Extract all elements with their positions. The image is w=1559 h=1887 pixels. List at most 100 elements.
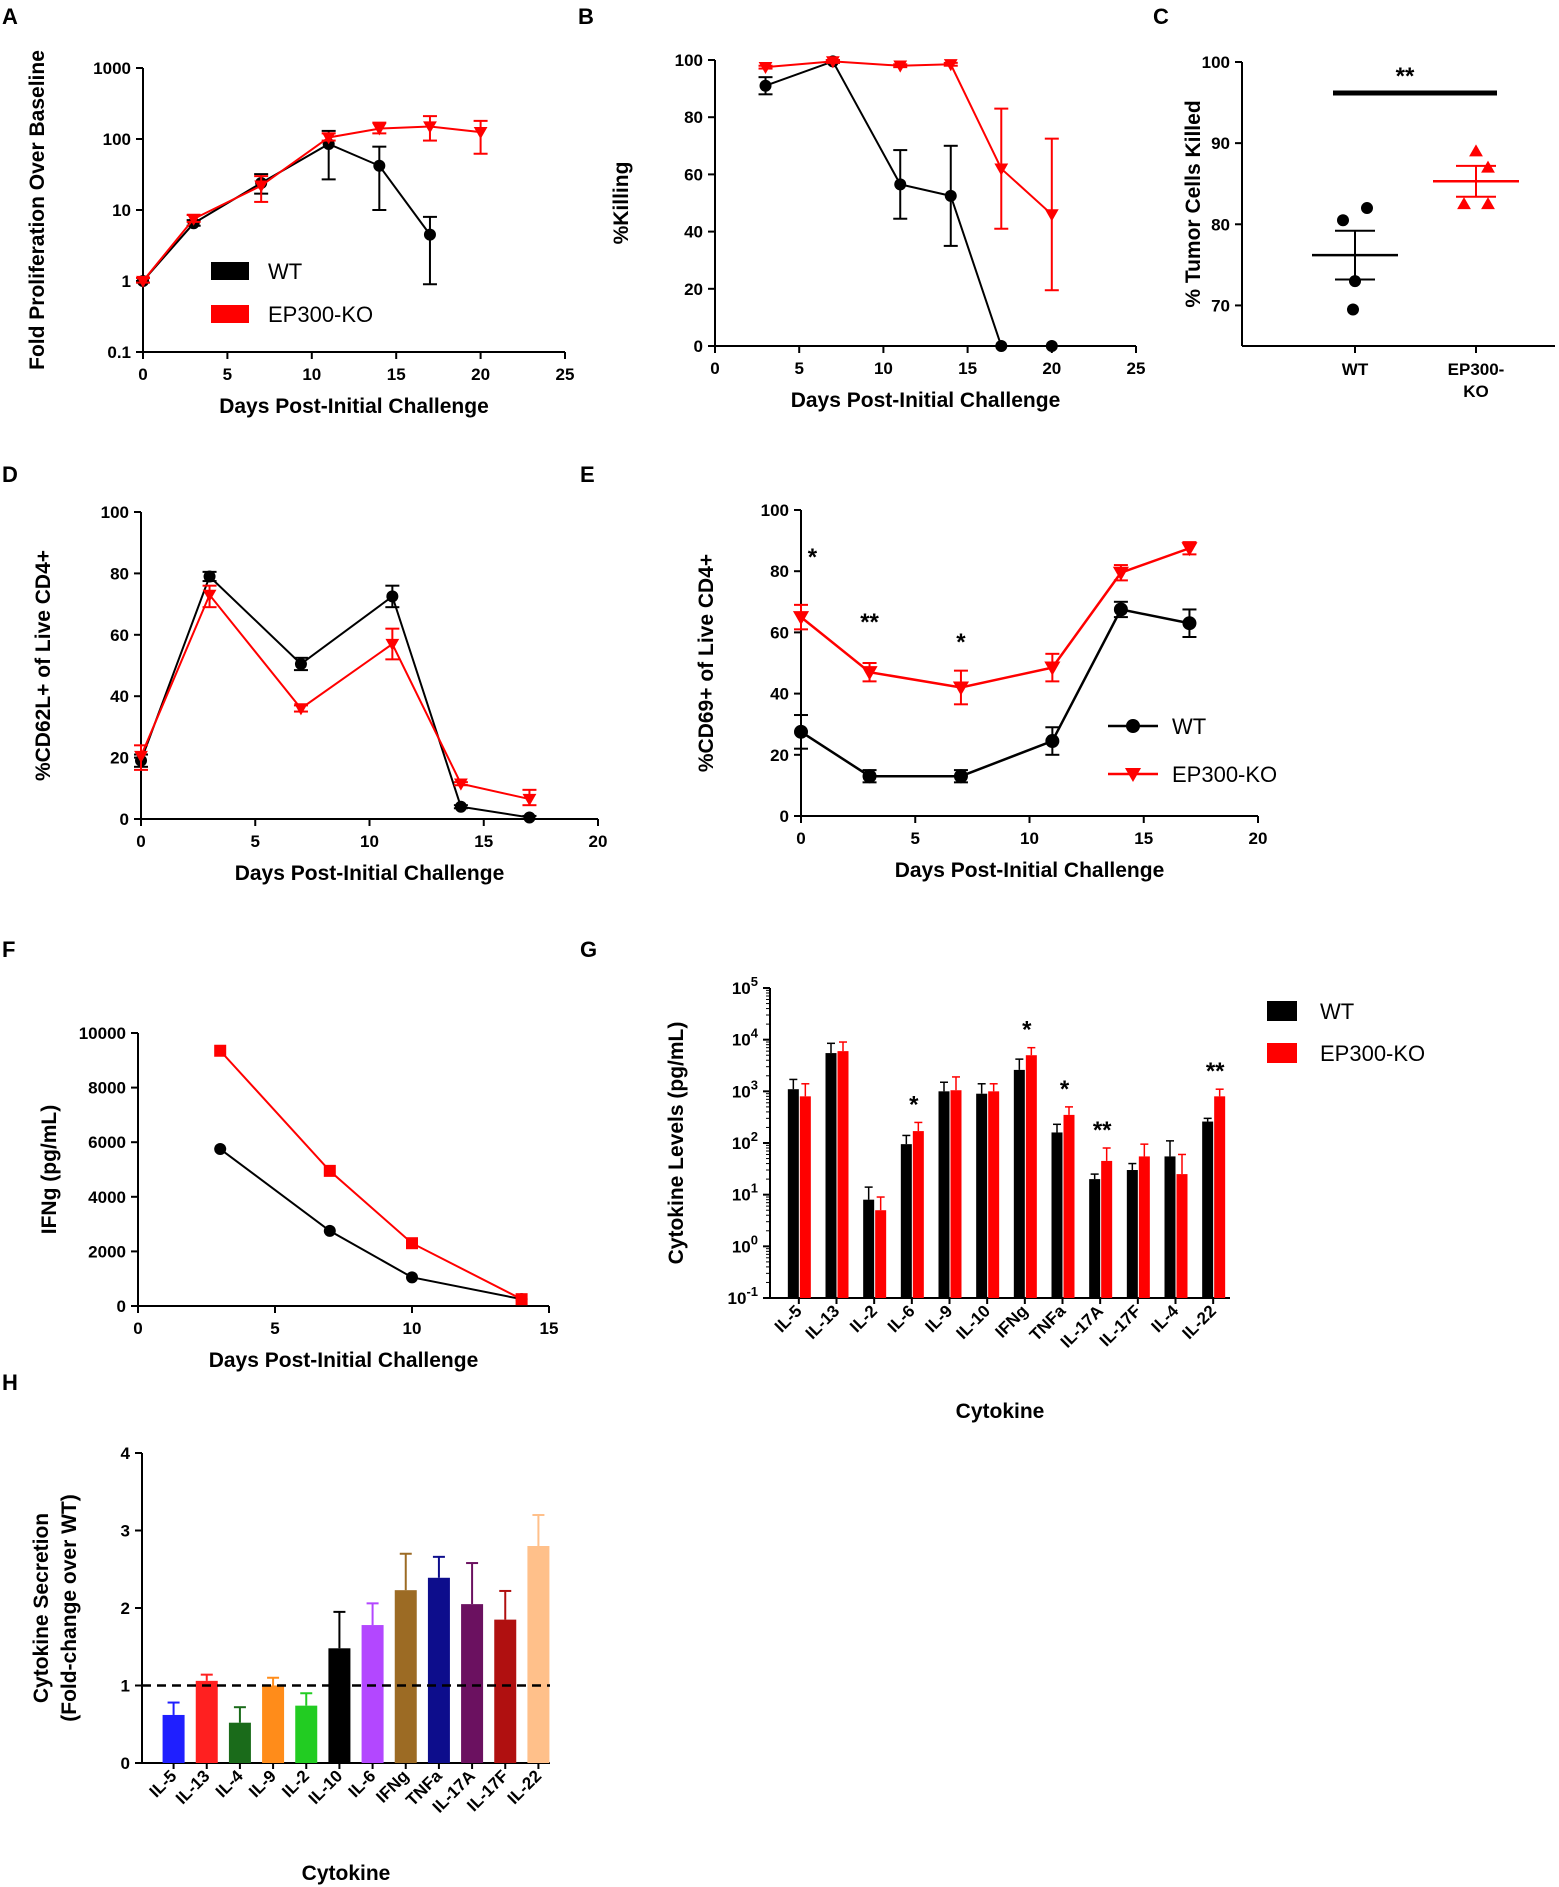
x-tick-label: 15 bbox=[387, 365, 406, 384]
data-point-ko bbox=[893, 60, 908, 73]
y-tick-label: 4 bbox=[121, 1444, 131, 1463]
data-point-ko bbox=[473, 126, 488, 140]
legend-label-ko: EP300-KO bbox=[268, 302, 373, 327]
bar bbox=[361, 1625, 384, 1763]
y-tick-label: 1000 bbox=[93, 59, 131, 78]
x-axis-title: Days Post-Initial Challenge bbox=[791, 389, 1061, 412]
x-tick-label: 15 bbox=[1134, 829, 1153, 848]
data-point-wt bbox=[1113, 602, 1128, 617]
category-label: IL-9 bbox=[245, 1766, 280, 1801]
significance-mark: * bbox=[808, 544, 818, 571]
y-tick-label: 100 bbox=[732, 1232, 758, 1256]
y-tick-label: 100 bbox=[101, 503, 129, 522]
y-tick-label: 0 bbox=[694, 337, 703, 356]
data-point-ko bbox=[792, 611, 810, 626]
significance-mark: ** bbox=[1396, 63, 1415, 90]
data-point-ko bbox=[214, 1044, 227, 1057]
series-line-wt bbox=[219, 1148, 522, 1301]
data-point-wt bbox=[406, 1271, 418, 1284]
data-point-ko bbox=[385, 638, 400, 651]
data-point-wt bbox=[1347, 303, 1359, 316]
data-point-ko bbox=[861, 666, 878, 681]
data-point-ko bbox=[321, 132, 336, 145]
bar-ko bbox=[950, 1090, 962, 1298]
y-tick-label: 104 bbox=[732, 1026, 759, 1050]
data-point-wt bbox=[1045, 340, 1058, 352]
category-label: IL-13 bbox=[802, 1301, 843, 1342]
y-tick-label: 40 bbox=[684, 223, 703, 242]
data-point-wt bbox=[995, 340, 1008, 352]
data-point-ko bbox=[254, 180, 269, 193]
data-point-ko bbox=[202, 589, 217, 602]
data-point-wt bbox=[944, 189, 957, 202]
series-line-ko bbox=[140, 592, 530, 801]
data-point-ko bbox=[454, 778, 468, 791]
data-point-ko bbox=[1457, 197, 1471, 210]
legend-label-wt: WT bbox=[1320, 999, 1354, 1024]
data-point-wt bbox=[1337, 214, 1349, 227]
x-tick-label: 10 bbox=[1020, 829, 1039, 848]
bar-ko bbox=[837, 1051, 849, 1298]
category-label: KO bbox=[1463, 382, 1489, 401]
y-tick-label: 1 bbox=[122, 272, 131, 291]
bar-ko bbox=[912, 1131, 924, 1298]
data-point-wt bbox=[794, 724, 808, 739]
y-axis-title: % Tumor Cells Killed bbox=[1182, 100, 1205, 307]
category-label: IL-2 bbox=[846, 1301, 881, 1336]
panel-a-proliferation-chart: 0.1 1 10 100 1000 0 5 10 15 20 25 Days Post-Initial… bbox=[26, 50, 574, 418]
bar-ko bbox=[1138, 1156, 1150, 1298]
bar-wt bbox=[825, 1053, 837, 1298]
significance-mark: ** bbox=[1206, 1058, 1225, 1085]
bar bbox=[494, 1619, 517, 1763]
category-label: IL-17F bbox=[1096, 1301, 1145, 1350]
x-axis-title: Cytokine bbox=[302, 1862, 391, 1885]
x-axis-title: Cytokine bbox=[956, 1400, 1045, 1423]
series-line-wt bbox=[142, 142, 431, 282]
data-point-ko bbox=[758, 61, 773, 75]
data-point-wt bbox=[1361, 202, 1373, 215]
bar-wt bbox=[863, 1199, 875, 1298]
y-tick-label: 10000 bbox=[79, 1024, 126, 1043]
data-point-wt bbox=[759, 79, 772, 92]
x-tick-label: 5 bbox=[251, 832, 260, 851]
y-tick-label: 103 bbox=[732, 1077, 758, 1101]
panel-letter-e: E bbox=[580, 462, 595, 487]
x-tick-label: 20 bbox=[589, 832, 608, 851]
panel-e-cd69-chart: 0 20 40 60 80 100 0 5 10 15 20 Days Post-Initial Ch… bbox=[695, 501, 1277, 882]
bar-wt bbox=[1164, 1156, 1176, 1298]
y-axis-title: IFNg (pg/mL) bbox=[38, 1105, 61, 1234]
panel-d-cd62l-chart: 0 20 40 60 80 100 0 5 10 15 20 Days Post-Initial Ch… bbox=[32, 503, 607, 885]
bar-ko bbox=[875, 1210, 887, 1298]
bar bbox=[162, 1714, 185, 1763]
series-line-wt bbox=[140, 574, 530, 819]
x-tick-label: 5 bbox=[911, 829, 920, 848]
y-tick-label: 0 bbox=[120, 810, 129, 829]
category-label: IL-17A bbox=[1057, 1301, 1107, 1351]
data-point-ko bbox=[186, 213, 201, 226]
category-label: IL-9 bbox=[922, 1301, 957, 1336]
bar-ko bbox=[1101, 1160, 1113, 1298]
y-axis-title: Fold Proliferation Over Baseline bbox=[26, 50, 49, 370]
data-point-ko bbox=[1181, 542, 1198, 557]
x-tick-label: 5 bbox=[794, 359, 803, 378]
panel-letter-h: H bbox=[2, 1370, 18, 1395]
panel-letter-c: C bbox=[1153, 4, 1169, 29]
panel-h-fold-change-chart: 0 1 2 3 4 Cytokine Secretion (Fold-change over… bbox=[30, 1444, 550, 1885]
data-point-ko bbox=[943, 59, 958, 72]
category-label: IL-22 bbox=[504, 1766, 545, 1807]
x-axis-title: Days Post-Initial Challenge bbox=[235, 862, 505, 885]
x-tick-label: 15 bbox=[958, 359, 977, 378]
data-point-wt bbox=[373, 159, 386, 172]
bar bbox=[228, 1722, 251, 1763]
x-tick-label: 10 bbox=[874, 359, 893, 378]
y-tick-label: 0 bbox=[780, 807, 789, 826]
data-point-ko bbox=[1044, 661, 1061, 676]
category-label: WT bbox=[1342, 360, 1369, 379]
x-tick-label: 0 bbox=[710, 359, 719, 378]
x-tick-label: 20 bbox=[1042, 359, 1061, 378]
category-label: IL-22 bbox=[1178, 1301, 1219, 1342]
y-tick-label: 100 bbox=[1202, 53, 1230, 72]
y-tick-label: 2000 bbox=[88, 1242, 126, 1261]
data-point-ko bbox=[372, 123, 387, 136]
data-point-ko bbox=[1044, 209, 1059, 222]
